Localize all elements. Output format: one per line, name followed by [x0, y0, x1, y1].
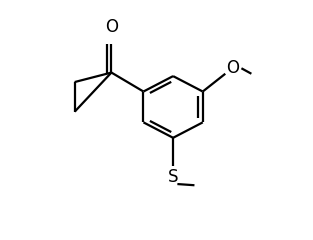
Text: S: S: [168, 168, 178, 186]
Text: O: O: [226, 59, 239, 77]
Text: O: O: [105, 18, 118, 36]
